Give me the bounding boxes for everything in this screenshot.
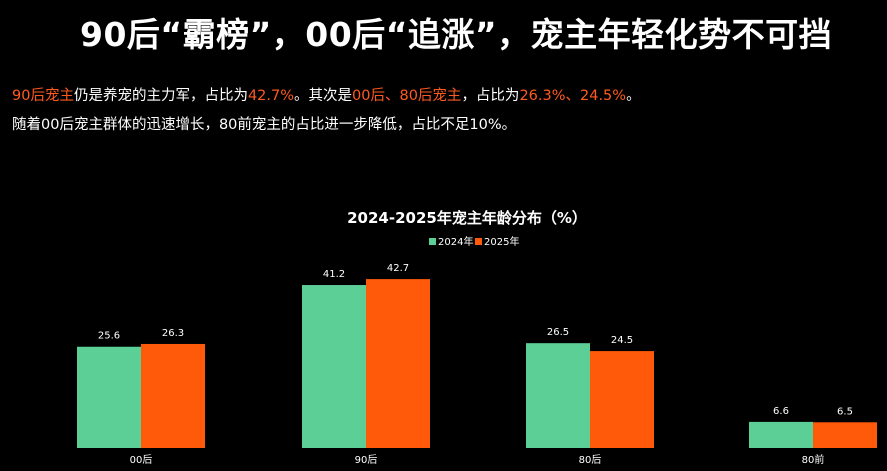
value-label: 26.5 [547,327,569,338]
description-line-1: 90后宠主仍是养宠的主力军，占比为42.7%。其次是00后、80后宠主，占比为2… [12,84,882,105]
value-label: 6.5 [837,406,853,417]
bar-2025-2 [590,351,654,448]
chart-bars [77,279,877,448]
legend-swatch [429,238,436,245]
legend-label: 2024年 [438,235,473,248]
x-tick-label: 80后 [579,454,602,466]
description-text: 。其次是 [294,88,353,104]
chart-value-labels: 25.6 26.3 41.2 42.7 26.5 24.5 6.6 6.5 [98,263,853,417]
page-headline: 90后“霸榜”，00后“追涨”，宠主年轻化势不可挡 [80,15,833,54]
description-text: ，占比为 [461,88,520,104]
description-line-2: 随着00后宠主群体的迅速增长，80前宠主的占比进一步降低，占比不足10%。 [12,117,517,133]
value-label: 6.6 [773,406,789,417]
bar-2025-1 [366,279,430,448]
description-text: 。 [626,88,641,104]
chart-title: 2024-2025年宠主年龄分布（%） [347,209,587,227]
legend-swatch [475,238,482,245]
x-tick-label: 80前 [802,453,825,466]
highlight-text: 26.3%、24.5% [519,88,627,104]
chart-legend: 2024年 2025年 [429,235,519,248]
value-label: 25.6 [98,331,120,342]
highlight-text: 90后宠主 [12,88,74,104]
value-label: 42.7 [387,263,409,274]
value-label: 41.2 [323,269,345,280]
x-tick-label: 90后 [355,454,378,466]
x-tick-label: 00后 [130,454,153,466]
bar-2024-1 [302,285,366,448]
highlight-text: 00后、80后宠主 [352,88,462,104]
value-label: 26.3 [162,328,184,339]
bar-2024-0 [77,346,141,448]
chart-x-ticks: 00后 90后 80后 80前 [130,453,825,466]
legend-label: 2025年 [484,235,519,248]
bar-2025-3 [813,422,877,448]
bar-2024-2 [526,343,590,448]
bar-2024-3 [749,421,813,448]
value-label: 24.5 [611,335,633,346]
highlight-text: 42.7% [247,88,295,104]
description-text: 仍是养宠的主力军，占比为 [73,88,248,104]
bar-2025-0 [141,343,205,448]
